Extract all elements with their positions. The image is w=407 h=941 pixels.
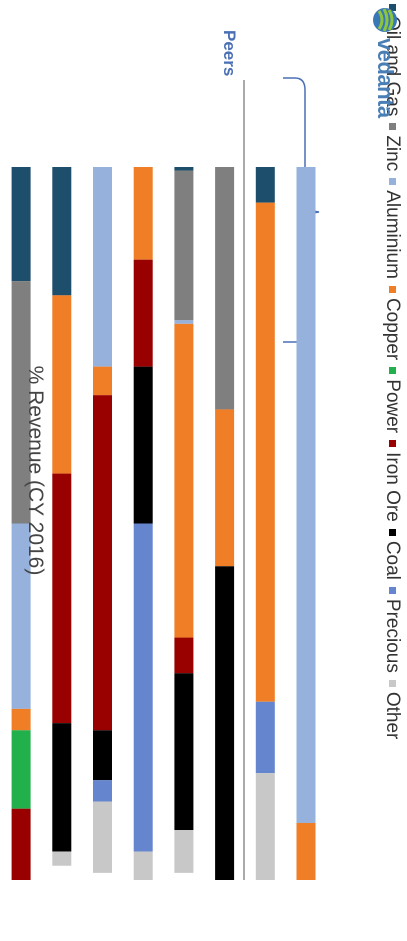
bar-segment-coal (52, 723, 72, 852)
bar-segment-zinc (174, 170, 194, 321)
bar-segment-zinc (11, 281, 31, 524)
bar-segment-precious (255, 701, 275, 774)
bar-segment-iron-ore (174, 637, 194, 674)
bar-segment-other (133, 851, 153, 880)
bar-segment-precious (133, 523, 153, 852)
bar-segment-copper (296, 822, 316, 881)
bar-segment-copper (93, 366, 112, 396)
bar-segment-coal (93, 730, 112, 781)
bar-segment-coal (133, 366, 153, 524)
chart-title: % Revenue (CY 2016) (24, 365, 47, 576)
bar-segment-iron-ore (11, 808, 31, 881)
bar-segment-copper (255, 202, 275, 702)
bar-segment-aluminium (296, 167, 316, 823)
bar-segment-copper (11, 708, 31, 731)
bar-segment-aluminium (93, 167, 112, 367)
bar-segment-other (52, 851, 72, 866)
bar-segment-power (11, 730, 31, 809)
bar-segment-copper (133, 167, 153, 260)
bar-segment-oil-and-gas (11, 167, 31, 282)
vedanta-logo: vedanta (371, 6, 399, 118)
bar-segment-other (174, 830, 194, 873)
bar-segment-aluminium (174, 320, 194, 324)
bar-segment-oil-and-gas (52, 167, 72, 296)
bar-segment-copper (215, 409, 235, 567)
bar-segment-oil-and-gas (174, 167, 194, 171)
bar-segment-coal (215, 566, 235, 881)
bar-segment-iron-ore (133, 259, 153, 367)
bar-segment-other (255, 773, 275, 880)
bar-segment-zinc (215, 167, 235, 410)
bar-segment-copper (174, 323, 194, 638)
bar-segment-iron-ore (52, 473, 72, 724)
bar-segment-iron-ore (93, 395, 112, 731)
bar-segment-coal (174, 673, 194, 831)
vedanta-globe-icon (373, 8, 397, 32)
bar-segment-copper (52, 295, 72, 474)
bar-segment-precious (93, 780, 112, 802)
bar-segment-aluminium (11, 523, 31, 709)
bar-segment-other (93, 801, 112, 873)
bar-segment-oil-and-gas (255, 167, 275, 203)
